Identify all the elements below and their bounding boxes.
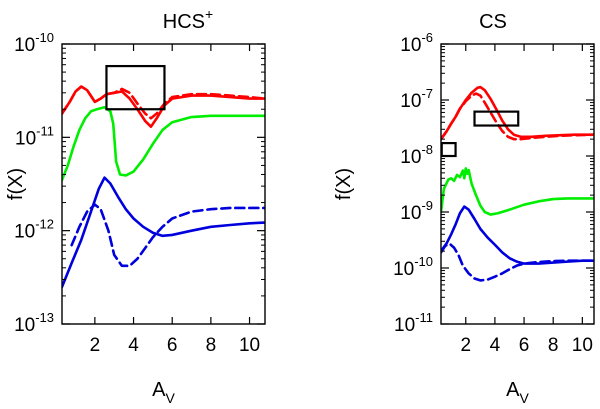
cs-ytick-label-2: 10-9 [400, 198, 433, 224]
hcs-series-green-solid [62, 105, 265, 182]
cs-plot-frame [440, 43, 595, 325]
cs-ytick-label-0: 10-11 [394, 310, 433, 336]
cs-x-axis-label: AV [506, 379, 529, 406]
hcs-ytick-label-1: 10-12 [14, 217, 54, 243]
cs-annotation-box-1 [440, 141, 457, 158]
hcs-ytick-label-0: 10-13 [14, 310, 54, 336]
cs-chart-title: CS [479, 11, 507, 33]
hcs-ytick-label-3: 10-10 [14, 30, 54, 56]
cs-xtick-label-1: 4 [490, 335, 501, 356]
hcs-series-blue-solid [62, 176, 265, 289]
hcs-series-red-dashed [62, 85, 265, 120]
hcs-ytick-label-2: 10-11 [15, 123, 54, 149]
cs-ytick-label-4: 10-7 [400, 86, 433, 112]
hcs-xtick-label-3: 8 [206, 335, 217, 356]
hcs-series-blue-dashed [70, 203, 265, 268]
hcs-xtick-label-4: 10 [239, 335, 260, 356]
cs-annotation-box-0 [473, 110, 520, 127]
cs-y-axis-label: f(X) [333, 168, 355, 200]
chart-hcs: 2 4 6 8 10 10-13 10-12 10-11 10-10 HCS+ AV f(X) [5, 6, 266, 406]
hcs-xtick-label-1: 4 [128, 335, 139, 356]
chart-cs: 2 4 6 8 10 10-11 10-10 10-9 10-8 10-7 10-6 CS AV f(X) [333, 11, 595, 406]
hcs-y-axis-label: f(X) [5, 168, 27, 200]
cs-xtick-label-3: 8 [548, 335, 559, 356]
cs-xtick-label-2: 6 [519, 335, 530, 356]
cs-ytick-label-1: 10-10 [393, 254, 433, 280]
cs-series-blue-solid [441, 205, 594, 265]
cs-series-blue-dashed [441, 242, 594, 282]
cs-ytick-label-3: 10-8 [400, 142, 433, 168]
hcs-chart-title: HCS+ [163, 6, 213, 33]
cs-ytick-label-5: 10-6 [400, 30, 433, 56]
hcs-xtick-label-2: 6 [167, 335, 178, 356]
hcs-xtick-label-0: 2 [90, 335, 101, 356]
hcs-x-axis-label: AV [152, 379, 175, 406]
hcs-plot-frame [61, 43, 266, 325]
hcs-annotation-box-0 [105, 64, 166, 111]
cs-xtick-label-0: 2 [460, 335, 471, 356]
cs-series-green-solid [441, 167, 594, 216]
cs-xtick-label-4: 10 [572, 335, 593, 356]
